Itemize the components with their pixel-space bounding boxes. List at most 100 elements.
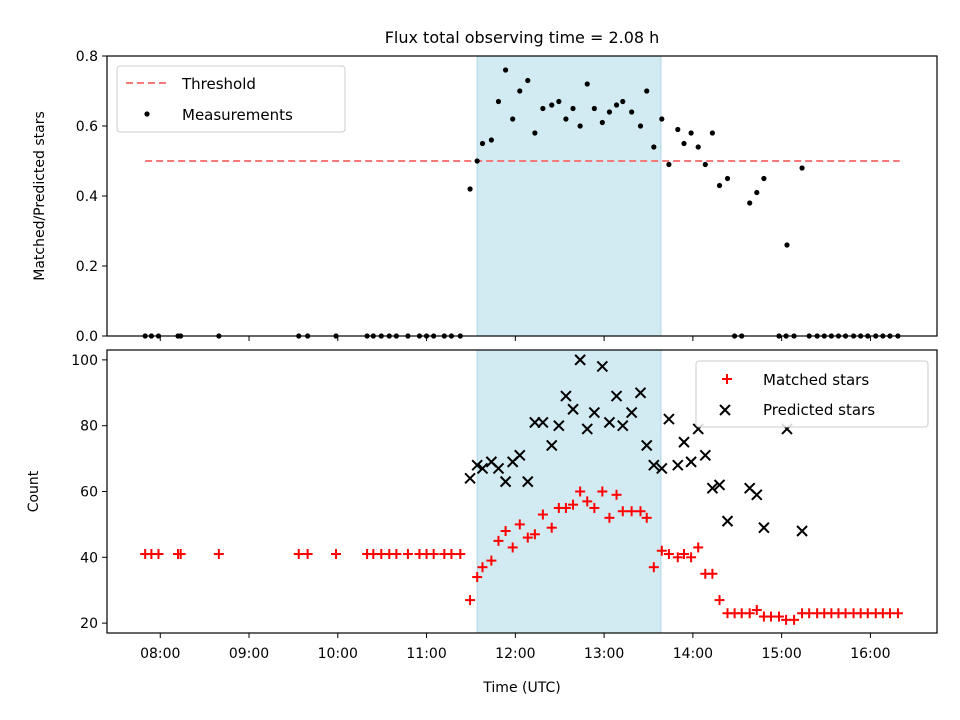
x-tick-label: 13:00 xyxy=(584,646,624,662)
y-tick-label: 0.8 xyxy=(76,49,98,65)
measurement-point xyxy=(517,88,523,94)
measurement-point xyxy=(695,144,701,150)
legend-threshold-label: Threshold xyxy=(181,75,256,93)
predicted-star-point xyxy=(678,436,690,448)
matched-star-point xyxy=(648,562,659,573)
matched-star-point xyxy=(773,611,784,622)
measurement-point xyxy=(510,116,516,122)
measurement-point xyxy=(502,67,509,73)
matched-star-point xyxy=(546,522,557,533)
y-tick-label: 20 xyxy=(80,616,98,632)
measurement-point xyxy=(613,102,620,108)
matched-star-point xyxy=(486,555,497,566)
measurement-point xyxy=(620,98,626,105)
matched-star-point xyxy=(522,532,533,543)
measurement-point xyxy=(675,126,681,133)
x-tick-label: 14:00 xyxy=(673,646,713,662)
measurement-point xyxy=(467,186,473,192)
measurement-point xyxy=(606,109,613,115)
matched-star-point xyxy=(302,549,313,560)
matched-star-point xyxy=(656,545,667,556)
matched-star-point xyxy=(514,519,525,530)
legend-predicted-swatch xyxy=(719,404,731,416)
predicted-star-point xyxy=(499,475,512,488)
predicted-star-point xyxy=(492,462,505,475)
matched-star-point xyxy=(175,549,186,560)
y-tick-label: 0.6 xyxy=(76,119,98,135)
y-tick-label: 60 xyxy=(80,485,98,501)
measurement-point xyxy=(761,175,767,182)
y-tick-label: 0.4 xyxy=(76,189,98,205)
measurement-point xyxy=(549,102,555,108)
matched-star-point xyxy=(500,525,511,536)
matched-star-point xyxy=(714,595,725,606)
measurement-point xyxy=(577,123,583,129)
matched-star-point xyxy=(626,506,637,517)
y-tick-label: 0.2 xyxy=(76,259,98,275)
measurement-point xyxy=(495,98,502,105)
predicted-star-point xyxy=(581,423,593,435)
measurement-point xyxy=(532,130,538,136)
matched-star-point xyxy=(672,552,683,563)
matched-star-point xyxy=(537,509,548,520)
observing-window-shade xyxy=(476,55,662,337)
y-tick-label: 80 xyxy=(80,419,98,435)
x-tick-label: 15:00 xyxy=(761,646,801,662)
measurement-point xyxy=(747,200,753,206)
matched-star-point xyxy=(446,549,457,560)
measurement-point xyxy=(556,98,562,105)
measurement-point xyxy=(637,123,644,129)
y-tick-label: 100 xyxy=(71,353,98,369)
legend-measurement-swatch xyxy=(144,111,150,117)
x-tick-label: 16:00 xyxy=(850,646,890,662)
predicted-star-point xyxy=(656,462,668,475)
matched-star-point xyxy=(402,549,413,560)
matched-star-point xyxy=(604,512,615,523)
measurement-point xyxy=(754,189,760,196)
measurement-point xyxy=(784,242,790,248)
matched-star-point xyxy=(707,568,718,579)
predicted-star-point xyxy=(560,390,572,402)
matched-star-point xyxy=(892,608,903,619)
matched-star-point xyxy=(789,614,800,625)
x-tick-label: 09:00 xyxy=(229,646,269,662)
predicted-star-point xyxy=(634,387,647,399)
predicted-star-point xyxy=(567,403,579,415)
matched-star-point xyxy=(477,562,488,573)
predicted-star-point xyxy=(648,459,660,471)
legend-box xyxy=(116,65,346,133)
matched-star-point xyxy=(507,542,518,553)
measurement-point xyxy=(570,105,576,112)
legend-bottom: Matched stars Predicted stars xyxy=(695,360,929,428)
measurement-point xyxy=(709,130,716,136)
bottom-panel-counts: 20 40 60 80 100 Count 08:00 09:00 10:00 11:00 12:0… xyxy=(26,349,938,696)
matched-star-point xyxy=(589,502,600,513)
predicted-star-point xyxy=(537,416,549,429)
matched-star-point xyxy=(575,486,586,497)
matched-star-point xyxy=(455,549,466,560)
predicted-star-point xyxy=(471,459,483,471)
measurement-point xyxy=(702,161,708,168)
predicted-star-point xyxy=(476,462,489,475)
predicted-star-point xyxy=(685,456,697,468)
legend-measurements-label: Measurements xyxy=(182,106,293,124)
predicted-star-point xyxy=(672,459,684,471)
matched-star-point xyxy=(428,549,439,560)
predicted-star-point xyxy=(625,406,638,419)
matched-star-point xyxy=(635,506,646,517)
y-tick-label: 0.0 xyxy=(76,329,98,345)
measurement-point xyxy=(681,140,687,147)
predicted-star-point xyxy=(751,489,763,501)
measurement-point xyxy=(488,137,494,143)
predicted-star-point xyxy=(553,419,565,432)
matched-star-point xyxy=(213,549,224,560)
matched-star-point xyxy=(529,529,540,540)
legend-predicted-label: Predicted stars xyxy=(763,401,875,419)
predicted-star-point xyxy=(596,360,609,373)
predicted-star-point xyxy=(706,482,719,494)
matched-star-point xyxy=(744,608,755,619)
measurement-point xyxy=(629,109,635,115)
x-axis-label: Time (UTC) xyxy=(482,680,560,696)
measurement-point xyxy=(666,161,672,168)
matched-star-point xyxy=(663,549,674,560)
